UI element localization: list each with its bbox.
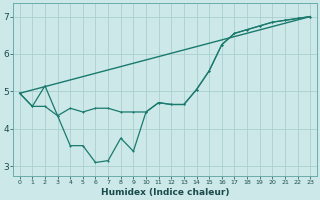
- X-axis label: Humidex (Indice chaleur): Humidex (Indice chaleur): [101, 188, 229, 197]
